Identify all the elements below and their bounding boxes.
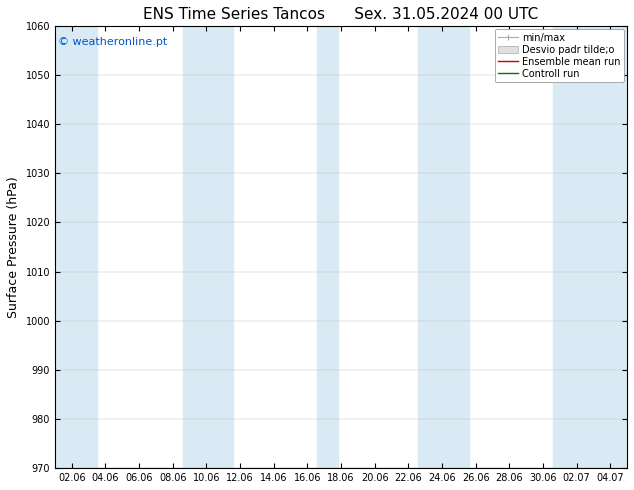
Bar [418,26,469,468]
Bar [318,26,338,468]
Bar [183,26,233,468]
Legend: min/max, Desvio padr tilde;o, Ensemble mean run, Controll run: min/max, Desvio padr tilde;o, Ensemble m… [495,29,624,82]
Title: ENS Time Series Tancos      Sex. 31.05.2024 00 UTC: ENS Time Series Tancos Sex. 31.05.2024 0… [143,7,539,22]
Bar [55,26,97,468]
Text: © weatheronline.pt: © weatheronline.pt [58,37,167,47]
Bar [553,26,627,468]
Y-axis label: Surface Pressure (hPa): Surface Pressure (hPa) [7,176,20,318]
